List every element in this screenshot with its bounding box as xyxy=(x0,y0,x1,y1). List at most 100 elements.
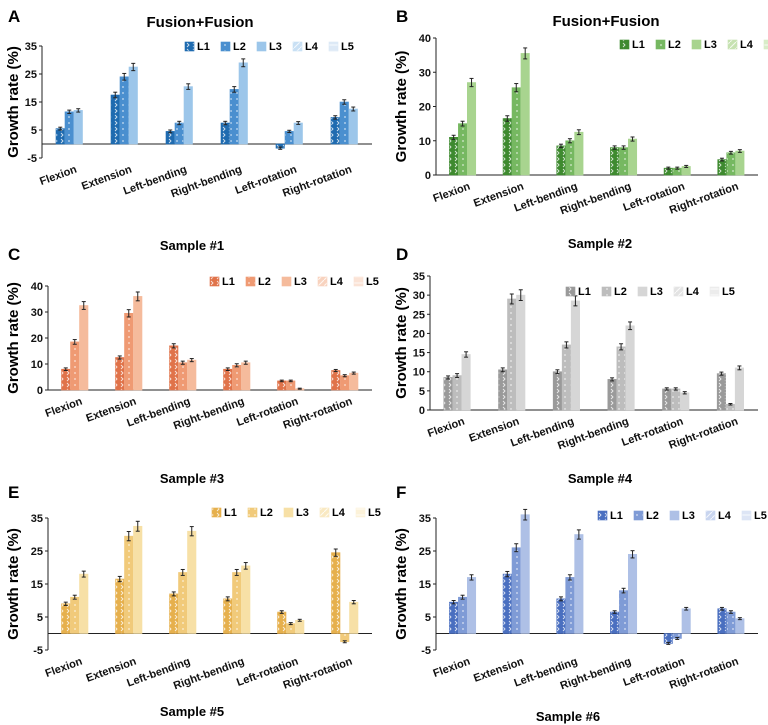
legend-swatch-l1 xyxy=(211,507,222,518)
legend-swatch-l2 xyxy=(220,41,231,52)
bar-l2-flexion xyxy=(70,341,80,391)
legend-swatch-l4 xyxy=(705,510,716,521)
bar-l2-right-rotation xyxy=(726,611,736,634)
y-tick-label: 0 xyxy=(37,385,43,397)
bar-l2-right-bending xyxy=(619,147,629,176)
bar-l3-right-bending xyxy=(241,565,251,634)
legend-label-l3: L3 xyxy=(294,276,307,288)
legend-swatch-l3 xyxy=(281,276,292,287)
legend-swatch-l1 xyxy=(184,41,195,52)
panel-letter: C xyxy=(8,245,20,264)
y-axis-label: Growth rate (%) xyxy=(5,528,22,640)
bar-l2-extension xyxy=(119,76,129,145)
bar-l3-right-rotation xyxy=(349,601,359,634)
bar-l1-left-rotation xyxy=(662,388,672,411)
legend-swatch-l1 xyxy=(209,276,220,287)
y-tick-label: 35 xyxy=(413,271,425,283)
bar-l3-right-bending xyxy=(625,325,635,411)
legend-label-l1: L1 xyxy=(224,507,237,519)
bar-l2-flexion xyxy=(458,596,468,634)
bar-l2-left-rotation xyxy=(671,388,681,411)
y-tick-label: 15 xyxy=(25,97,37,109)
legend-label-l4: L4 xyxy=(740,39,754,51)
legend-label-l3: L3 xyxy=(682,510,695,522)
legend-label-l2: L2 xyxy=(258,276,271,288)
legend-swatch-l5 xyxy=(709,286,720,297)
y-tick-label: 35 xyxy=(419,513,431,525)
y-tick-label: 20 xyxy=(419,102,431,114)
bar-l2-left-bending xyxy=(178,362,188,391)
legend-swatch-l2 xyxy=(601,286,612,297)
legend-label-l1: L1 xyxy=(632,39,645,51)
bar-l3-extension xyxy=(133,296,143,391)
legend-label-l1: L1 xyxy=(222,276,235,288)
bar-l1-right-bending xyxy=(610,147,620,176)
bar-l3-flexion xyxy=(79,573,89,634)
legend-swatch-l1 xyxy=(597,510,608,521)
legend-label-l5: L5 xyxy=(341,41,354,53)
bar-l1-right-rotation xyxy=(717,159,727,176)
y-tick-label: 5 xyxy=(31,125,37,137)
bar-l2-flexion xyxy=(70,596,80,634)
bar-l3-flexion xyxy=(73,110,83,145)
legend-label-l3: L3 xyxy=(269,41,282,53)
bar-l2-extension xyxy=(124,313,134,391)
legend-swatch-l2 xyxy=(245,276,256,287)
y-tick-label: 15 xyxy=(419,579,431,591)
legend-label-l1: L1 xyxy=(578,286,591,298)
bar-l1-extension xyxy=(502,118,512,176)
panel-letter: A xyxy=(8,7,20,26)
sample-caption: Sample #2 xyxy=(568,236,632,251)
sample-caption: Sample #3 xyxy=(160,471,224,486)
legend-label-l4: L4 xyxy=(330,276,344,288)
bar-l3-flexion xyxy=(467,577,477,634)
bar-l3-right-rotation xyxy=(735,618,745,634)
bar-l3-left-bending xyxy=(574,534,584,634)
bar-l3-flexion xyxy=(467,82,477,176)
bar-l3-right-bending xyxy=(241,362,251,391)
bar-l2-left-bending xyxy=(565,140,575,176)
y-tick-label: 0 xyxy=(425,170,431,182)
bar-l3-right-rotation xyxy=(349,372,359,391)
y-tick-label: 30 xyxy=(413,290,425,302)
y-tick-label: 10 xyxy=(31,359,43,371)
legend-swatch-l2 xyxy=(633,510,644,521)
y-tick-label: 5 xyxy=(37,612,43,624)
bar-l1-right-rotation xyxy=(717,608,727,634)
bar-l1-left-bending xyxy=(552,371,562,411)
bar-l1-left-bending xyxy=(169,345,179,391)
panel-letter: D xyxy=(396,245,408,264)
bar-l3-left-bending xyxy=(570,300,580,411)
legend-label-l2: L2 xyxy=(233,41,246,53)
y-axis-label: Growth rate (%) xyxy=(393,287,410,399)
bar-l1-flexion xyxy=(55,128,65,145)
y-tick-label: 0 xyxy=(419,405,425,417)
bar-l2-right-bending xyxy=(616,346,626,411)
bar-l1-extension xyxy=(115,357,125,391)
bar-l3-left-rotation xyxy=(681,608,691,634)
sample-caption: Sample #4 xyxy=(568,471,633,486)
bar-l3-extension xyxy=(516,294,526,411)
bar-l3-extension xyxy=(520,514,530,634)
panel-letter: E xyxy=(8,483,19,502)
legend-swatch-l4 xyxy=(727,39,738,50)
bar-l3-right-rotation xyxy=(735,150,745,176)
y-tick-label: 40 xyxy=(31,281,43,293)
x-tick-label-flexion: Flexion xyxy=(44,655,85,680)
bar-l1-right-rotation xyxy=(330,117,340,145)
bar-l1-right-bending xyxy=(223,598,233,634)
legend-label-l3: L3 xyxy=(296,507,309,519)
legend-swatch-l5 xyxy=(741,510,752,521)
legend-label-l4: L4 xyxy=(686,286,700,298)
y-tick-label: 20 xyxy=(413,328,425,340)
bar-l1-left-bending xyxy=(556,598,566,634)
bar-l3-right-rotation xyxy=(348,108,358,145)
y-tick-label: -5 xyxy=(33,645,43,657)
y-tick-label: 25 xyxy=(25,69,37,81)
y-tick-label: 5 xyxy=(419,386,425,398)
